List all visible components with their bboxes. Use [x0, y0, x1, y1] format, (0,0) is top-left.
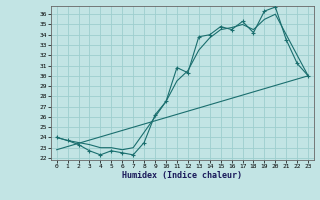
X-axis label: Humidex (Indice chaleur): Humidex (Indice chaleur) — [123, 171, 243, 180]
